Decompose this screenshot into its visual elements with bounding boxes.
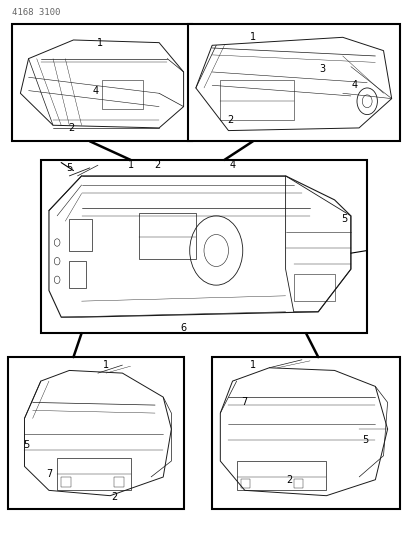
Text: 2: 2 <box>227 115 234 125</box>
Bar <box>114 477 124 487</box>
Bar <box>61 477 71 487</box>
Bar <box>57 458 131 490</box>
Text: 1: 1 <box>127 160 134 170</box>
Text: 5: 5 <box>362 435 368 445</box>
Bar <box>69 219 92 251</box>
Text: 2: 2 <box>286 475 293 484</box>
Text: 4: 4 <box>229 160 236 170</box>
Bar <box>237 461 326 490</box>
Text: 4: 4 <box>352 80 358 90</box>
Bar <box>220 80 294 120</box>
Text: 1: 1 <box>97 38 103 47</box>
Text: 4: 4 <box>93 86 99 95</box>
Text: 5: 5 <box>66 163 73 173</box>
Bar <box>294 479 303 488</box>
Text: 2: 2 <box>154 160 160 170</box>
Bar <box>12 24 192 141</box>
Bar <box>41 160 367 333</box>
Text: 1: 1 <box>250 33 256 42</box>
Text: 1: 1 <box>103 360 109 370</box>
Text: 7: 7 <box>46 470 52 479</box>
Bar <box>241 479 250 488</box>
Bar <box>212 357 400 509</box>
Bar <box>139 213 196 259</box>
Text: 5: 5 <box>341 214 348 223</box>
Bar <box>294 274 335 301</box>
Text: 3: 3 <box>319 64 326 74</box>
Bar <box>69 261 86 288</box>
Bar <box>188 24 400 141</box>
Bar <box>8 357 184 509</box>
Text: 7: 7 <box>242 398 248 407</box>
Text: 4168 3100: 4168 3100 <box>12 8 61 17</box>
Text: 1: 1 <box>250 360 256 370</box>
Bar <box>102 80 143 109</box>
Text: 2: 2 <box>68 123 75 133</box>
Text: 6: 6 <box>180 323 187 333</box>
Text: 2: 2 <box>111 492 118 502</box>
Text: 5: 5 <box>23 440 30 450</box>
